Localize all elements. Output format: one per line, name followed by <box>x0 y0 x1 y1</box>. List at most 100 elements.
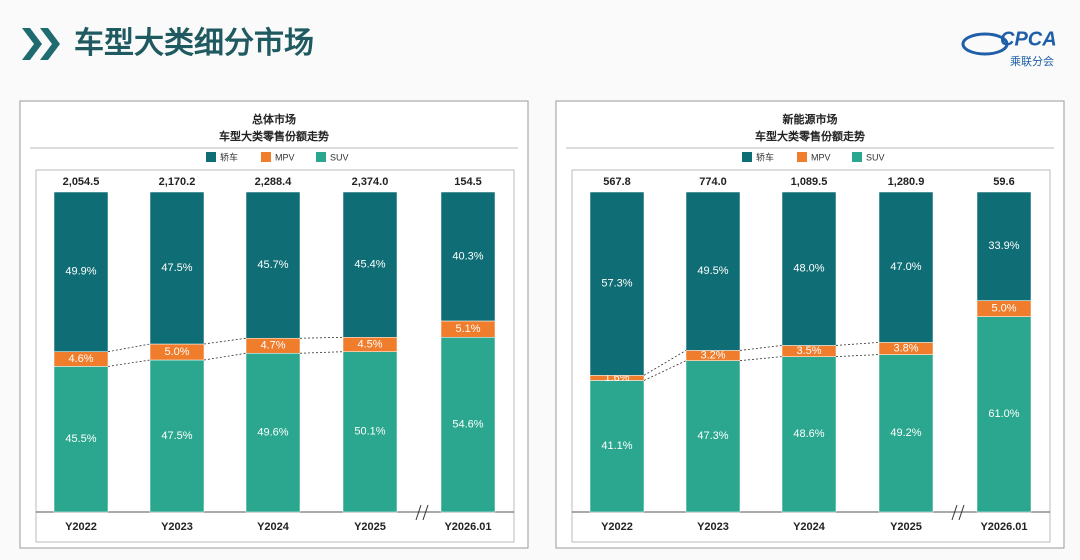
data-label: 57.3% <box>601 278 632 290</box>
data-label: 5.1% <box>455 323 480 335</box>
chart-title: 总体市场 <box>252 112 296 126</box>
axis-break <box>415 504 422 521</box>
x-tick-label: Y2025 <box>890 521 922 533</box>
legend-label: 轿车 <box>220 151 238 162</box>
total-label: 154.5 <box>454 176 482 188</box>
chart-title: 新能源市场 <box>783 112 838 126</box>
data-label: 49.6% <box>257 427 288 439</box>
axis-break <box>422 504 429 521</box>
data-label: 3.2% <box>700 349 725 361</box>
data-label: 4.5% <box>357 338 382 350</box>
legend-swatch <box>797 152 807 162</box>
bar-segment <box>878 354 934 513</box>
page-title: 车型大类细分市场 <box>74 26 314 60</box>
data-label: 48.6% <box>793 428 824 440</box>
bar-segment <box>878 191 934 343</box>
x-tick-label: Y2023 <box>161 521 193 533</box>
total-label: 59.6 <box>993 176 1014 188</box>
x-tick-label: Y2022 <box>601 521 633 533</box>
data-label: 49.9% <box>65 266 96 278</box>
connector <box>739 356 783 362</box>
logo-text: CPCA <box>1000 28 1057 50</box>
data-label: 49.2% <box>890 427 921 439</box>
data-label: 4.7% <box>260 340 285 352</box>
data-label: 3.8% <box>893 342 918 354</box>
total-label: 1,089.5 <box>791 176 828 188</box>
data-label: 5.0% <box>991 303 1016 315</box>
connector <box>203 352 247 361</box>
bar-segment <box>149 191 205 345</box>
x-tick-label: Y2023 <box>697 521 729 533</box>
chevron-icon <box>22 28 60 60</box>
data-label: 45.5% <box>65 433 96 445</box>
bar-segment <box>781 191 837 346</box>
bar-segment <box>781 356 837 513</box>
bar-segment <box>53 191 109 352</box>
connector <box>107 343 151 353</box>
x-tick-label: Y2022 <box>65 521 97 533</box>
x-tick-label: Y2025 <box>354 521 386 533</box>
connector <box>299 336 344 339</box>
bar-segment <box>440 191 496 322</box>
bar-segment <box>685 360 741 513</box>
legend-label: MPV <box>275 152 295 162</box>
x-tick-label: Y2024 <box>793 521 826 533</box>
bar-segment <box>976 316 1032 513</box>
legend-label: MPV <box>811 152 831 162</box>
data-label: 3.5% <box>796 345 821 357</box>
legend-swatch <box>742 152 752 162</box>
data-label: 50.1% <box>354 426 385 438</box>
data-label: 45.7% <box>257 259 288 271</box>
logo-mark <box>961 32 1009 56</box>
legend-swatch <box>316 152 326 162</box>
total-label: 1,280.9 <box>888 176 925 188</box>
total-label: 774.0 <box>699 176 727 188</box>
bar-segment <box>245 353 301 513</box>
plot-frame <box>571 169 1051 543</box>
chart-subtitle: 车型大类零售份额走势 <box>219 129 329 143</box>
total-label: 2,288.4 <box>255 176 293 188</box>
x-tick-label: Y2026.01 <box>444 521 491 533</box>
data-label: 41.1% <box>601 440 632 452</box>
bar-segment <box>976 191 1032 301</box>
data-label: 40.3% <box>452 250 483 262</box>
connector <box>203 337 247 345</box>
chart-subtitle: 车型大类零售份额走势 <box>755 129 865 143</box>
legend-swatch <box>852 152 862 162</box>
legend-label: SUV <box>330 152 349 162</box>
total-label: 2,170.2 <box>159 176 196 188</box>
total-label: 2,374.0 <box>352 176 389 188</box>
data-label: 47.3% <box>697 430 728 442</box>
bar-segment <box>245 191 301 339</box>
bar-segment <box>342 351 398 513</box>
connector <box>299 351 344 354</box>
legend-label: SUV <box>866 152 885 162</box>
data-label: 49.5% <box>697 265 728 277</box>
data-label: 4.6% <box>68 353 93 365</box>
data-label: 5.0% <box>164 346 189 358</box>
data-label: 33.9% <box>988 240 1019 252</box>
axis-break <box>951 504 958 521</box>
total-label: 2,054.5 <box>63 176 100 188</box>
legend-swatch <box>206 152 216 162</box>
data-label: 54.6% <box>452 419 483 431</box>
connector <box>107 359 151 367</box>
connector <box>835 354 880 358</box>
bar-segment <box>149 359 205 513</box>
connector <box>835 342 880 346</box>
legend-label: 轿车 <box>756 151 774 162</box>
legend-swatch <box>261 152 271 162</box>
connector <box>643 350 687 376</box>
x-tick-label: Y2026.01 <box>980 521 1027 533</box>
bar-segment <box>440 337 496 513</box>
bar-segment <box>589 191 645 376</box>
data-label: 47.0% <box>890 261 921 273</box>
bar-segment <box>589 380 645 513</box>
plot-frame <box>35 169 515 543</box>
bar-segment <box>685 191 741 351</box>
data-label: 61.0% <box>988 408 1019 420</box>
x-tick-label: Y2024 <box>257 521 290 533</box>
data-label: 45.4% <box>354 259 385 271</box>
axis-break <box>958 504 965 521</box>
